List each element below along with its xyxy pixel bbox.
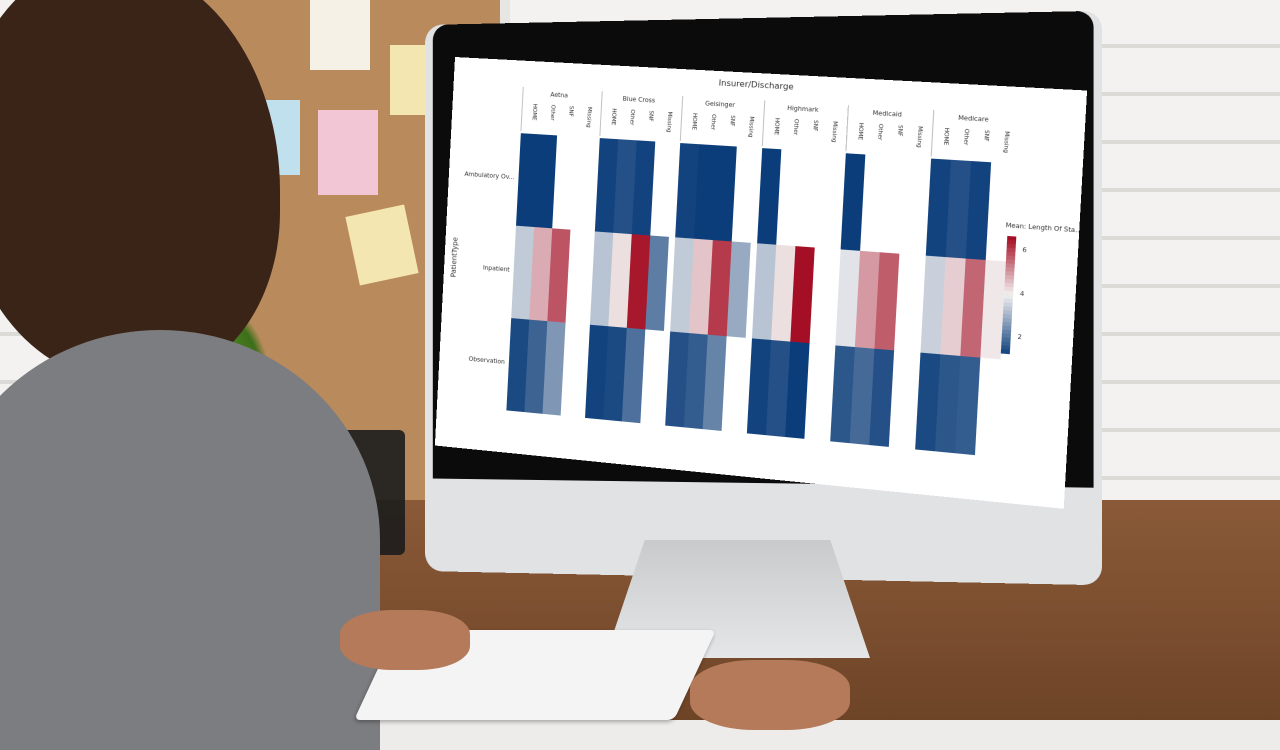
group-divider — [600, 91, 602, 136]
subcategory-label: SNF — [567, 106, 574, 117]
subcategory-label: Missing — [585, 107, 592, 128]
heatmap-cell: Blue Cross / SNF / Ambulatory Ov...: 1.3 — [631, 140, 656, 236]
person-shirt — [0, 330, 380, 750]
group-divider — [931, 110, 934, 156]
group-label: Highmark — [787, 105, 819, 114]
group-divider — [680, 96, 682, 141]
heatmap-cell: Blue Cross / Other / Ambulatory Ov...: 1… — [613, 139, 637, 235]
subcategory-label: Other — [549, 105, 556, 122]
heatmap-cell: Aetna / HOME / Ambulatory Ov...: 1.2 — [516, 133, 539, 228]
heatmap-cell: Blue Cross / HOME / Inpatient: 3.3 — [589, 231, 614, 327]
heatmap-cell: Blue Cross / SNF / Inpatient: 6.5 — [626, 234, 651, 330]
heatmap-cell: Aetna / SNF / Inpatient: 5.8 — [547, 228, 571, 323]
subcategory-label: Missing — [747, 116, 755, 138]
row-label: Ambulatory Ov... — [464, 171, 515, 181]
legend-swatch — [1000, 349, 1011, 355]
heatmap-cell: Blue Cross / SNF / Observation: 2 — [621, 327, 646, 424]
subcategory-label: HOME — [942, 127, 950, 146]
row-label: Observation — [468, 356, 505, 366]
subcategory-label: SNF — [982, 130, 989, 142]
subcategory-label: Missing — [665, 111, 672, 132]
heatmap-cell: Aetna / HOME / Inpatient: 3.4 — [511, 225, 535, 320]
heatmap-cell: Blue Cross / HOME / Ambulatory Ov...: 1.… — [594, 138, 619, 233]
monitor-screen: Insurer/Discharge PatientType Aetna HOME O… — [434, 57, 1088, 509]
y-axis-label: PatientType — [450, 237, 460, 278]
subcategory-label: HOME — [610, 108, 617, 126]
group-label: Medicare — [958, 114, 989, 123]
heatmap-cell: Aetna / SNF / Observation: 2.6 — [542, 321, 566, 416]
right-hand — [690, 660, 850, 730]
subcategory-label: SNF — [728, 115, 735, 126]
group-label: Medicaid — [872, 110, 902, 119]
left-hand — [340, 610, 470, 670]
subcategory-label: SNF — [811, 120, 818, 132]
heatmap-cell: Blue Cross / Other / Inpatient: 4.2 — [608, 232, 632, 328]
legend-tick: 4 — [1020, 290, 1025, 298]
subcategory-label: HOME — [772, 118, 779, 136]
legend-title: Mean: Length Of Sta... — [1005, 222, 1082, 235]
sticky-note — [345, 204, 419, 286]
subcategory-label: Other — [962, 129, 970, 147]
subcategory-label: Other — [792, 119, 799, 136]
heatmap-cell: Highmark / HOME / Ambulatory Ov...: 1.2 — [757, 148, 782, 245]
legend-tick: 2 — [1017, 334, 1022, 342]
subcategory-label: SNF — [896, 125, 903, 137]
person-hair — [0, 0, 280, 380]
group-label: Aetna — [550, 91, 568, 99]
sticky-note — [310, 0, 370, 70]
group-divider — [521, 87, 523, 131]
group-divider — [762, 100, 764, 146]
heatmap-cell: Blue Cross / Other / Observation: 1.4 — [603, 326, 627, 422]
heatmap-cell: Blue Cross / HOME / Observation: 1.3 — [585, 324, 609, 420]
subcategory-label: HOME — [531, 104, 538, 122]
row-label: Inpatient — [483, 264, 511, 273]
group-divider — [846, 105, 848, 151]
color-legend: Mean: Length Of Sta... 2 4 6 — [1000, 222, 1082, 355]
group-label: Blue Cross — [622, 96, 655, 105]
heatmap-cell: Aetna / HOME / Observation: 1.4 — [506, 318, 530, 413]
group-label: Geisinger — [705, 100, 736, 109]
subcategory-label: Missing — [830, 121, 838, 143]
sticky-note — [318, 110, 378, 195]
subcategory-label: HOME — [856, 122, 864, 140]
subcategory-label: Other — [876, 124, 884, 142]
subcategory-label: SNF — [647, 110, 654, 121]
subcategory-label: Other — [628, 109, 635, 126]
subcategory-label: HOME — [690, 113, 697, 131]
heatmap-cell: Medicaid / HOME / Ambulatory Ov...: 1.2 — [840, 153, 866, 251]
heatmap-cell: Aetna / Other / Observation: 1.8 — [524, 319, 548, 414]
heatmap-chart: Insurer/Discharge PatientType Aetna HOME O… — [450, 78, 1082, 456]
heatmap-cell: Aetna / Other / Ambulatory Ov...: 1.2 — [534, 134, 558, 229]
subcategory-label: Missing — [1002, 131, 1010, 153]
chart-title: Insurer/Discharge — [718, 78, 794, 91]
subcategory-label: Missing — [915, 126, 923, 148]
heatmap-cell: Aetna / Other / Inpatient: 4.8 — [529, 227, 553, 322]
subcategory-label: Other — [709, 114, 716, 131]
legend-tick: 6 — [1022, 247, 1027, 255]
